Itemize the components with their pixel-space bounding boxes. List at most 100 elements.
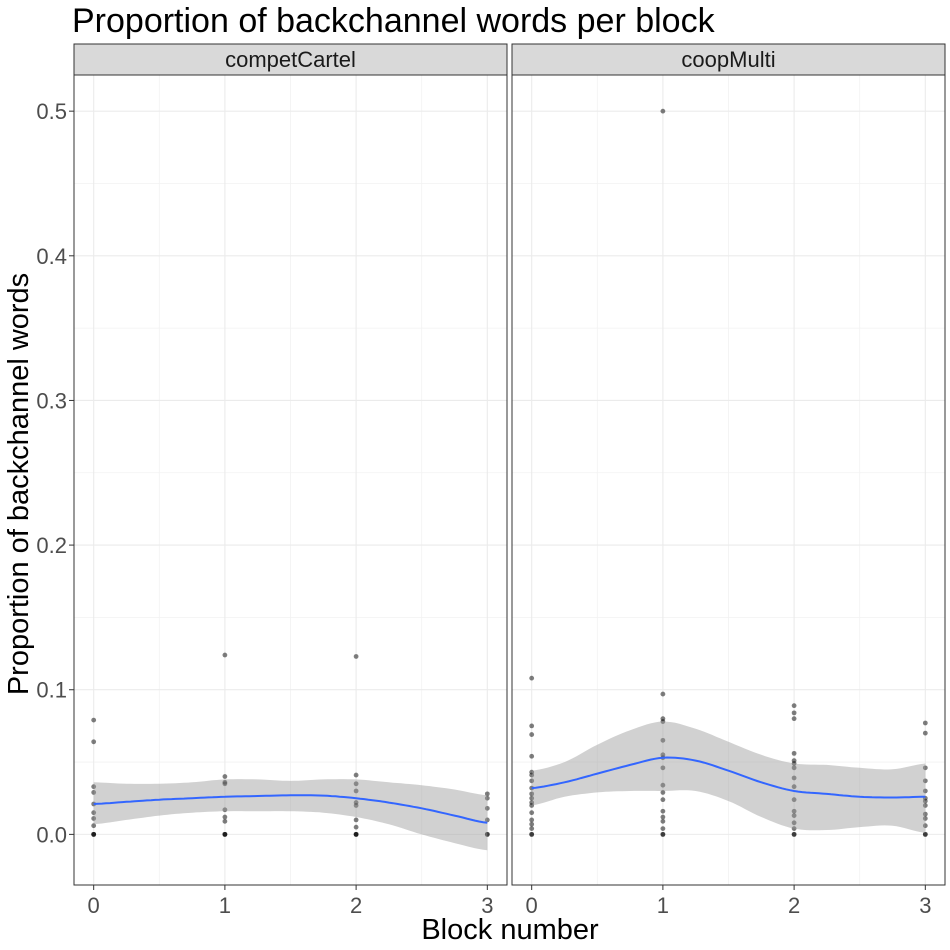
data-point: [484, 831, 490, 837]
data-points: [529, 108, 928, 837]
data-point: [529, 810, 535, 816]
data-point: [91, 784, 97, 790]
data-point: [484, 795, 490, 801]
data-point: [222, 807, 228, 813]
data-point: [91, 831, 97, 837]
data-point: [922, 788, 928, 794]
data-point: [922, 803, 928, 808]
x-tick-label: 2: [788, 893, 800, 918]
panel-coopMulti: coopMulti 0 1 2 3: [511, 43, 946, 918]
data-point: [529, 831, 535, 837]
panel-border: [73, 74, 508, 886]
data-point: [91, 801, 97, 807]
data-point: [660, 691, 666, 697]
data-point: [660, 782, 666, 788]
data-point: [791, 716, 797, 722]
data-point: [791, 784, 797, 790]
smooth-line: [531, 756, 926, 799]
data-point: [529, 675, 535, 681]
panel-border: [511, 74, 946, 886]
data-point: [791, 831, 797, 837]
data-point: [660, 797, 666, 803]
data-point: [922, 811, 928, 817]
data-point: [91, 810, 97, 816]
data-point: [353, 803, 359, 808]
data-point: [922, 730, 928, 736]
data-point: [529, 821, 535, 827]
data-point: [791, 703, 797, 709]
data-point: [91, 816, 97, 821]
data-point: [791, 826, 797, 831]
data-point: [791, 710, 797, 716]
data-point: [91, 823, 97, 829]
data-point: [660, 814, 666, 820]
data-point: [353, 654, 359, 659]
data-point: [222, 774, 228, 779]
data-point: [660, 790, 666, 795]
data-point: [529, 772, 535, 778]
data-point: [660, 108, 666, 114]
data-point: [529, 817, 535, 823]
data-point: [922, 778, 928, 784]
data-point: [791, 750, 797, 756]
data-point: [791, 761, 797, 766]
data-point: [222, 831, 228, 837]
data-point: [791, 813, 797, 818]
panel-competCartel: competCartel 0 1 2 3: [73, 43, 508, 918]
data-point: [660, 719, 666, 724]
x-tick-label: 1: [657, 893, 669, 918]
data-point: [529, 778, 535, 784]
facet-panels: competCartel 0 1 2 3 coopMulti 0 1 2 3: [73, 43, 946, 918]
data-point: [660, 826, 666, 831]
data-point: [91, 790, 97, 795]
x-tick-label: 2: [350, 893, 362, 918]
data-point: [791, 797, 797, 803]
data-point: [529, 785, 535, 791]
facet-strip-label: coopMulti: [681, 47, 775, 72]
data-point: [660, 818, 666, 824]
x-tick-label: 3: [919, 893, 931, 918]
data-point: [91, 739, 97, 745]
data-point: [660, 765, 666, 771]
facet-strip: [511, 43, 946, 76]
data-point: [922, 823, 928, 829]
confidence-ribbon: [531, 721, 926, 833]
y-axis-ticks: 0.0 0.1 0.2 0.3 0.4 0.5: [36, 99, 74, 847]
data-point: [660, 737, 666, 743]
data-point: [222, 652, 228, 658]
data-point: [922, 765, 928, 771]
y-axis-title: Proportion of backchannel words: [3, 273, 35, 695]
chart-title: Proportion of backchannel words per bloc…: [72, 2, 716, 40]
x-axis-title: Block number: [421, 914, 599, 946]
data-point: [791, 765, 797, 771]
data-point: [222, 818, 228, 824]
y-tick-label: 0.1: [36, 678, 67, 703]
y-tick-label: 0.4: [36, 244, 67, 269]
data-point: [91, 717, 97, 723]
x-tick-label: 0: [88, 893, 100, 918]
data-point: [922, 798, 928, 804]
data-point: [529, 795, 535, 801]
data-point: [222, 781, 228, 787]
data-point: [791, 775, 797, 781]
data-point: [484, 791, 490, 797]
data-point: [922, 816, 928, 821]
data-point: [791, 808, 797, 814]
data-point: [529, 723, 535, 729]
confidence-ribbon: [93, 779, 488, 851]
data-point: [529, 826, 535, 831]
data-point: [660, 808, 666, 814]
data-point: [529, 753, 535, 759]
data-point: [484, 817, 490, 823]
x-tick-label: 0: [526, 893, 538, 918]
data-point: [353, 788, 359, 794]
data-point: [660, 831, 666, 837]
facet-strip: [73, 43, 508, 76]
data-point: [529, 732, 535, 737]
y-tick-label: 0.2: [36, 533, 67, 558]
smooth-line: [93, 794, 488, 824]
data-point: [353, 824, 359, 830]
data-point: [353, 772, 359, 778]
facet-strip-label: competCartel: [225, 47, 356, 72]
